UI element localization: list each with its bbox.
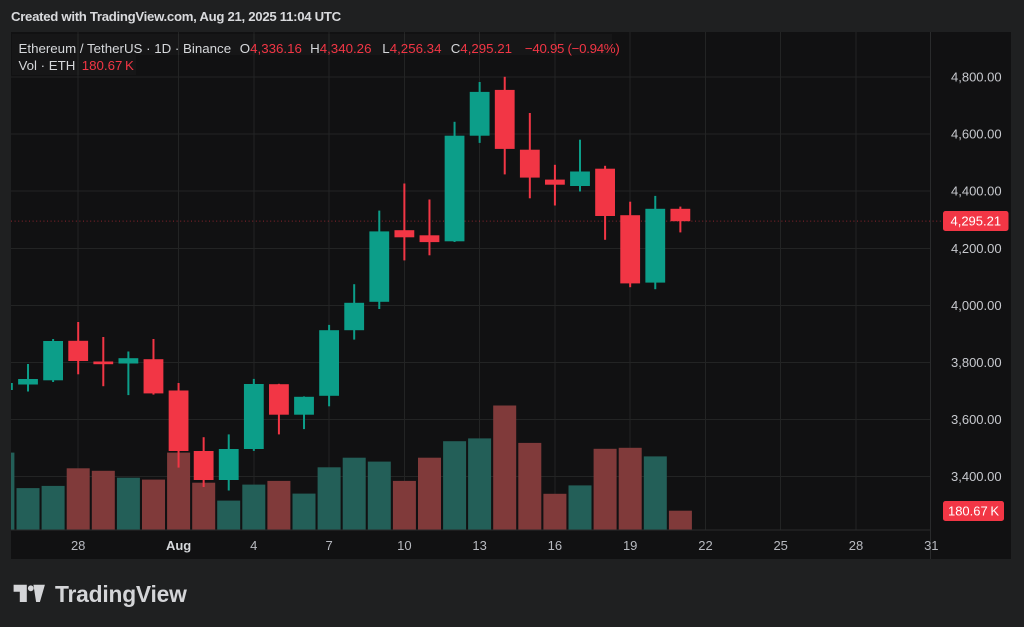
svg-text:25: 25 — [773, 538, 787, 553]
svg-text:180.67 K: 180.67 K — [948, 504, 999, 519]
svg-text:4,200.00: 4,200.00 — [951, 241, 1002, 256]
svg-text:28: 28 — [849, 538, 863, 553]
svg-text:13: 13 — [472, 538, 486, 553]
svg-text:L4,256.34: L4,256.34 — [382, 41, 441, 56]
svg-text:4,600.00: 4,600.00 — [951, 127, 1002, 142]
svg-text:4: 4 — [250, 538, 257, 553]
svg-text:7: 7 — [325, 538, 332, 553]
svg-text:Vol · ETH: Vol · ETH — [19, 58, 76, 73]
svg-text:3,400.00: 3,400.00 — [951, 469, 1002, 484]
svg-text:4,000.00: 4,000.00 — [951, 298, 1002, 313]
svg-text:3,800.00: 3,800.00 — [951, 355, 1002, 370]
svg-text:Ethereum / TetherUS · 1D · Bin: Ethereum / TetherUS · 1D · Binance — [19, 41, 232, 56]
svg-text:16: 16 — [548, 538, 562, 553]
svg-text:O4,336.16: O4,336.16 — [240, 41, 302, 56]
svg-text:4,295.21: 4,295.21 — [950, 214, 1001, 229]
svg-text:28: 28 — [71, 538, 85, 553]
svg-text:4,400.00: 4,400.00 — [951, 184, 1002, 199]
svg-text:C4,295.21: C4,295.21 — [451, 41, 512, 56]
svg-text:10: 10 — [397, 538, 411, 553]
svg-text:TradingView: TradingView — [55, 581, 187, 607]
svg-text:Aug: Aug — [166, 538, 191, 553]
svg-text:Created with TradingView.com,: Created with TradingView.com, Aug 21, 20… — [11, 9, 342, 24]
svg-text:22: 22 — [698, 538, 712, 553]
svg-text:180.67 K: 180.67 K — [82, 58, 134, 73]
svg-text:4,800.00: 4,800.00 — [951, 70, 1002, 85]
svg-text:19: 19 — [623, 538, 637, 553]
svg-text:H4,340.26: H4,340.26 — [310, 41, 371, 56]
svg-text:31: 31 — [924, 538, 938, 553]
svg-text:3,600.00: 3,600.00 — [951, 412, 1002, 427]
svg-text:−40.95 (−0.94%): −40.95 (−0.94%) — [525, 41, 620, 56]
